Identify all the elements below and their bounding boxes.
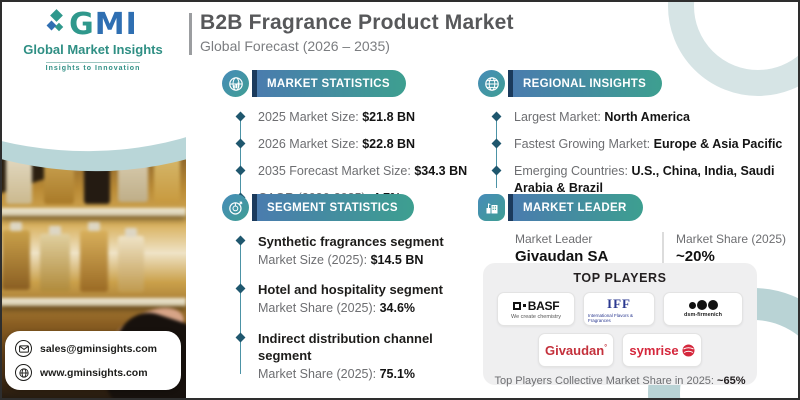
pill-accent-bar [508, 194, 513, 221]
market-leader-name: Givaudan SA [515, 248, 609, 265]
player-logo-basf: BASF We create chemistry [497, 292, 575, 326]
market-share-value: ~20% [676, 248, 715, 265]
regional-insights-list: Largest Market: North America Fastest Gr… [492, 109, 790, 197]
brand-tagline: Insights to Innovation [45, 62, 141, 72]
player-logo-dsm-firmenich: dsm-firmenich [663, 292, 743, 326]
pill-accent-bar [252, 194, 257, 221]
list-item: Fastest Growing Market: Europe & Asia Pa… [492, 136, 790, 153]
globe-stats-icon [222, 70, 249, 97]
section-regional-insights: REGIONAL INSIGHTS Largest Market: North … [478, 70, 790, 207]
pill-accent-bar [252, 70, 257, 97]
contact-panel: sales@gminsights.com www.gminsights.com [5, 331, 181, 390]
player-logo-givaudan: Givaudan° [538, 333, 614, 367]
list-item: Largest Market: North America [492, 109, 790, 126]
dsm-dots-icon [688, 300, 718, 310]
brand-logo-block: GMI Global Market Insights Insights to I… [0, 7, 186, 75]
list-item: 2025 Market Size: $21.8 BN [236, 109, 472, 126]
section-segment-statistics: SEGMENT STATISTICS Synthetic fragrances … [222, 194, 474, 396]
list-item: 2026 Market Size: $22.8 BN [236, 136, 472, 153]
contact-website[interactable]: www.gminsights.com [15, 364, 171, 381]
symrise-swirl-icon [682, 344, 695, 356]
list-item: Hotel and hospitality segment Market Sha… [236, 281, 474, 316]
envelope-icon [15, 340, 32, 357]
list-item: 2035 Forecast Market Size: $34.3 BN [236, 163, 472, 180]
list-item: Emerging Countries: U.S., China, India, … [492, 163, 790, 197]
brand-name: Global Market Insights [23, 42, 163, 57]
gmi-diamond-icon [46, 9, 64, 40]
pie-chart-icon [222, 194, 249, 221]
section-title-regional-insights: REGIONAL INSIGHTS [513, 70, 663, 97]
top-players-title: TOP PLAYERS [573, 271, 667, 285]
page-subtitle: Global Forecast (2026 – 2035) [200, 38, 390, 54]
building-icon [478, 194, 505, 221]
player-logo-iff: IFF International Flavors & Fragrances [583, 292, 655, 326]
globe-icon [478, 70, 505, 97]
market-leader-label: Market Leader [515, 232, 593, 246]
gmi-logo-text: GMI [69, 7, 138, 42]
sidebar: GMI Global Market Insights Insights to I… [0, 0, 186, 400]
section-market-leader: MARKET LEADER Market Leader Givaudan SA … [478, 194, 790, 265]
top-players-footer: Top Players Collective Market Share in 2… [494, 375, 746, 387]
player-logo-symrise: symrise [622, 333, 702, 367]
list-item: Synthetic fragrances segment Market Size… [236, 233, 474, 268]
market-statistics-list: 2025 Market Size: $21.8 BN 2026 Market S… [236, 109, 472, 207]
section-title-market-statistics: MARKET STATISTICS [257, 70, 406, 97]
basf-square-icon [512, 301, 521, 310]
page-title: B2B Fragrance Product Market [200, 11, 514, 34]
market-share-label: Market Share (2025) [676, 232, 787, 246]
globe-icon [15, 364, 32, 381]
section-title-segment-statistics: SEGMENT STATISTICS [257, 194, 414, 221]
top-players-panel: TOP PLAYERS BASF We create chemistry IFF… [483, 263, 757, 387]
market-leader-grid: Market Leader Givaudan SA Market Share (… [478, 232, 790, 265]
pill-accent-bar [508, 70, 513, 97]
list-item: Indirect distribution channel segment Ma… [236, 330, 474, 383]
section-title-market-leader: MARKET LEADER [513, 194, 643, 221]
title-accent-bar [189, 13, 192, 55]
contact-email[interactable]: sales@gminsights.com [15, 340, 171, 357]
segment-statistics-list: Synthetic fragrances segment Market Size… [236, 233, 474, 383]
